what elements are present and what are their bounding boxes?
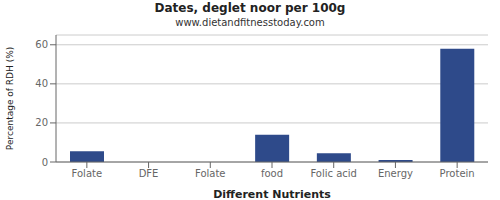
svg-text:40: 40 [35,78,48,89]
html-text:www.dietandfitnesstoday.com: www.dietandfitnesstoday.com [175,17,325,28]
svg-text:Folic acid: Folic acid [310,168,357,179]
svg-text:Folate: Folate [195,168,226,179]
svg-text:Energy: Energy [378,168,413,179]
svg-text:Protein: Protein [440,168,475,179]
svg-text:Folate: Folate [72,168,103,179]
html-text:Dates, deglet noor per 100g: Dates, deglet noor per 100g [154,1,346,15]
svg-text:Percentage of RDH (%): Percentage of RDH (%) [8,47,15,150]
svg-text:20: 20 [35,117,48,128]
svg-text:Different Nutrients: Different Nutrients [213,188,331,200]
svg-text:60: 60 [35,39,48,50]
svg-text:food: food [261,168,283,179]
svg-text:DFE: DFE [139,168,159,179]
svg-text:0: 0 [42,157,48,168]
